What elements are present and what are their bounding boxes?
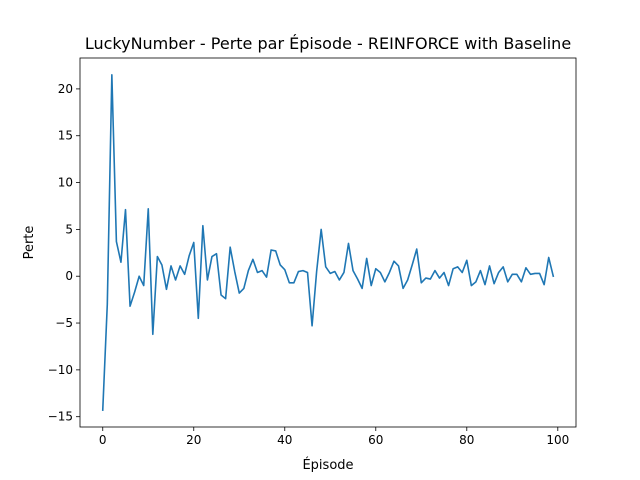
y-tick-label: −5 [55, 316, 73, 330]
axes-layer: 0 20 40 60 80 100 −15 −10 −5 0 5 10 15 20 [48, 57, 577, 447]
x-tick-label: 60 [368, 433, 383, 447]
y-tick-label: 0 [65, 269, 73, 283]
x-tick-label: 100 [546, 433, 569, 447]
x-tick-label: 0 [99, 433, 107, 447]
series-line-0 [101, 74, 555, 411]
y-tick-label: −10 [48, 363, 73, 377]
x-tick-label: 40 [277, 433, 292, 447]
chart-title: LuckyNumber - Perte par Épisode - REINFO… [85, 34, 571, 53]
plot-area [80, 58, 576, 427]
y-tick-label: 20 [58, 82, 73, 96]
axes-frame [79, 57, 577, 428]
plot-layer [101, 74, 555, 411]
y-tick-label: 5 [65, 222, 73, 236]
y-tick-label: 10 [58, 176, 73, 190]
x-tick-label: 80 [459, 433, 474, 447]
y-tick-label: −15 [48, 410, 73, 424]
y-tick-label: 15 [58, 129, 73, 143]
x-axis-label: Épisode [302, 457, 353, 473]
y-axis-label: Perte [22, 226, 37, 260]
x-tick-label: 20 [186, 433, 201, 447]
